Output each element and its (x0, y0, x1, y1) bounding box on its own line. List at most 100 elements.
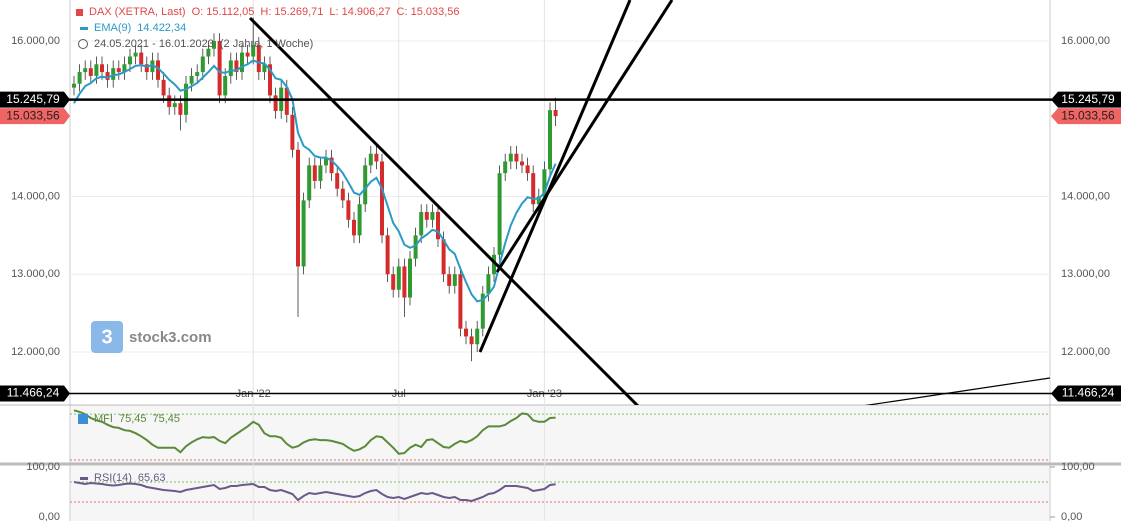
rsi-line (73, 481, 556, 503)
candle-body (329, 157, 334, 174)
trendline (864, 377, 1050, 405)
candle-body (122, 64, 127, 73)
candle-body (464, 328, 468, 337)
last-price-label: 15.033,56 (6, 108, 60, 122)
y-tick-label: 16.000,00 (11, 35, 60, 47)
candle-body (223, 75, 228, 96)
candle-body (486, 274, 491, 294)
candle-body (402, 266, 407, 298)
ema-legend: EMA(9) 14.422,34 (80, 22, 186, 34)
candle-body (72, 83, 76, 88)
legend-value: 75,45 (152, 413, 181, 425)
candle-body (531, 173, 536, 205)
candle-body (475, 328, 480, 345)
trendline (248, 16, 640, 405)
y-tick-label: 100,00 (1061, 461, 1095, 473)
main-legend: DAX (XETRA, Last) O: 15.112,05 H: 15.269… (76, 6, 460, 18)
candle-body (508, 153, 513, 162)
y-tick-label: 14.000,00 (11, 190, 60, 202)
ohlc-low: L: 14.906,27 (329, 6, 391, 18)
candle-body (514, 153, 519, 162)
candle-body (324, 157, 328, 166)
candle-body (447, 274, 452, 286)
logo (91, 321, 123, 353)
candle-body (172, 103, 177, 108)
candle-body (525, 165, 530, 174)
range-legend: 24.05.2021 - 16.01.2023 (2 Jahre, 1 Woch… (78, 38, 313, 50)
legend-value: 75,45 (118, 413, 147, 425)
candle-body (458, 274, 463, 329)
candle-body (413, 235, 418, 259)
candle-body (167, 95, 172, 108)
candle-body (128, 56, 132, 65)
candle-body (346, 200, 351, 220)
candle-body (318, 165, 323, 181)
rsi-panel (70, 466, 1050, 521)
candle-body (368, 153, 373, 166)
price-label: 11.466,24 (7, 386, 60, 400)
candle-body (273, 95, 278, 111)
candle-body (195, 72, 200, 76)
clock-icon (78, 39, 88, 49)
candle-body (424, 212, 429, 220)
candle-body (240, 52, 244, 73)
ohlc-high: H: 15.269,71 (260, 6, 324, 18)
candle-body (419, 212, 424, 236)
candle-body (268, 64, 272, 96)
y-tick-label: 14.000,00 (1061, 190, 1110, 202)
candle-body (436, 212, 440, 240)
last-price-box (0, 108, 70, 125)
candle-body (100, 64, 104, 73)
candle-body (441, 239, 446, 275)
period: (2 Jahre, 1 Woche) (219, 38, 314, 50)
candle-body (262, 64, 267, 73)
date-range: 24.05.2021 - 16.01.2023 (94, 38, 214, 50)
candle-body (83, 68, 88, 73)
candle-body (536, 196, 541, 205)
candle-body (161, 79, 166, 96)
y-tick-label: 12.000,00 (11, 346, 60, 358)
mfi-panel (70, 405, 1050, 463)
y-tick-label: 12.000,00 (1061, 346, 1110, 358)
candle-body (492, 254, 496, 275)
candle-body (553, 110, 558, 117)
candle-body (307, 165, 312, 201)
candle-body (111, 68, 116, 80)
legend-swatch (78, 414, 88, 424)
candle-body (385, 235, 390, 275)
candle-body (150, 60, 155, 73)
y-tick-label: 13.000,00 (1061, 268, 1110, 280)
mfi-legend: MFI 75,45 75,45 (78, 413, 180, 425)
candle-body (256, 44, 261, 73)
legend-entry: RSI(14) (94, 472, 132, 484)
price-label-box (0, 91, 70, 108)
candle-body (200, 56, 205, 73)
candle-body (396, 266, 401, 290)
legend-entry: MFI (94, 413, 113, 425)
ohlc-close: C: 15.033,56 (396, 6, 460, 18)
candle-body (217, 40, 222, 96)
candle-body (139, 52, 144, 65)
candle-body (542, 169, 547, 197)
rsi-legend: RSI(14) 65,63 (80, 472, 165, 484)
candle-body (156, 60, 160, 80)
candle-body (77, 72, 82, 84)
y-tick-label: 16.000,00 (1061, 35, 1110, 47)
ohlc-open: O: 15.112,05 (191, 6, 255, 18)
candle-body (380, 161, 384, 236)
last-price-box (1051, 108, 1121, 125)
candle-body (284, 87, 289, 115)
price-label-box (1051, 91, 1121, 108)
candle-body (251, 44, 256, 57)
y-tick-label: 100,00 (26, 461, 60, 473)
legend-value: 65,63 (137, 472, 166, 484)
trendline (478, 0, 632, 353)
last-price-label: 15.033,56 (1061, 108, 1115, 122)
candle-body (391, 274, 396, 290)
candle-body (88, 68, 93, 76)
candle-body (105, 72, 110, 80)
candle-body (548, 110, 552, 170)
candle-body (503, 161, 508, 174)
candle-body (245, 52, 250, 57)
